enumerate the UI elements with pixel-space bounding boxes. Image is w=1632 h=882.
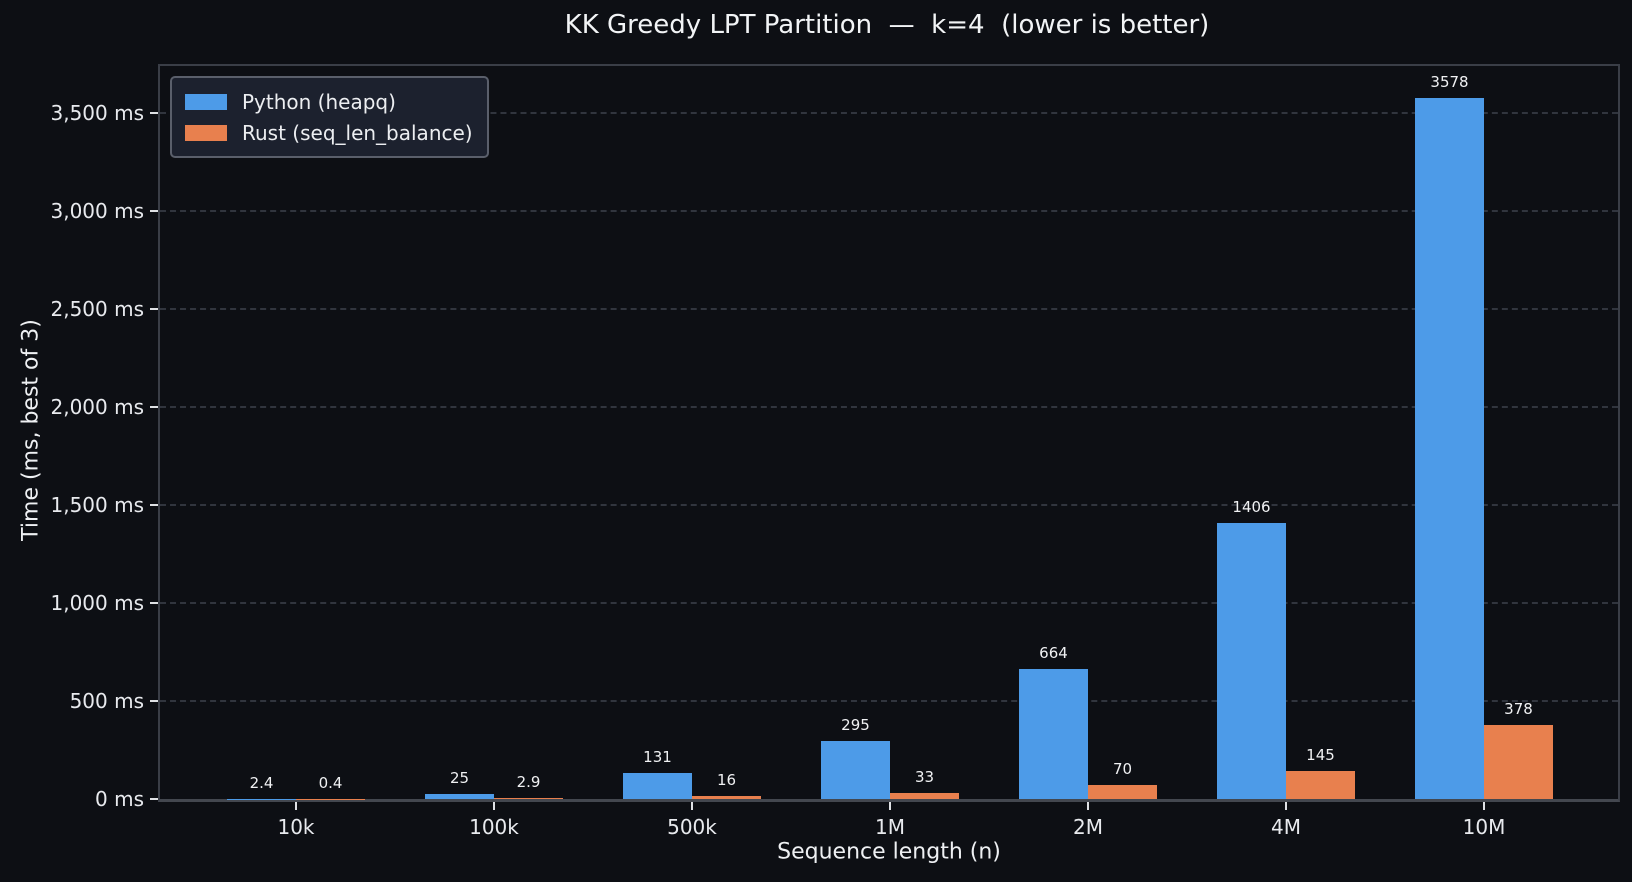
x-tick-mark-1M: [889, 802, 891, 810]
value-label-python-500k: 131: [643, 748, 672, 767]
y-tick-mark: [150, 700, 158, 702]
bar-python-100k: [425, 794, 494, 799]
gridline: [160, 700, 1618, 702]
x-tick-label-10k: 10k: [277, 815, 315, 839]
y-tick-mark: [150, 798, 158, 800]
x-tick-mark-10k: [295, 802, 297, 810]
legend-row-python: Python (heapq): [185, 86, 473, 117]
y-tick-mark: [150, 504, 158, 507]
bar-rust-2M: [1088, 785, 1157, 799]
x-tick-label-500k: 500k: [667, 815, 717, 839]
x-tick-label-2M: 2M: [1073, 815, 1103, 839]
x-tick-mark-100k: [493, 802, 495, 810]
gridline: [160, 406, 1618, 409]
x-tick-label-4M: 4M: [1271, 815, 1301, 839]
y-tick-label: 2,500 ms: [50, 297, 144, 322]
y-tick-label: 3,500 ms: [50, 101, 144, 126]
bar-rust-500k: [692, 795, 761, 799]
value-label-rust-2M: 70: [1112, 760, 1133, 779]
y-tick-label: 500 ms: [69, 689, 144, 713]
y-tick-mark: [150, 308, 158, 311]
legend-label-python: Python (heapq): [242, 89, 396, 114]
x-tick-mark-500k: [691, 802, 693, 810]
value-label-python-1M: 295: [841, 716, 870, 735]
gridline: [160, 602, 1618, 604]
bar-rust-1M: [890, 792, 959, 799]
legend-label-rust: Rust (seq_len_balance): [242, 120, 473, 145]
value-label-rust-10M: 378: [1504, 699, 1533, 718]
bar-python-10M: [1415, 97, 1484, 799]
gridline: [160, 112, 1618, 115]
bar-python-4M: [1217, 523, 1286, 799]
gridline: [160, 504, 1618, 507]
value-label-rust-4M: 145: [1306, 745, 1335, 764]
y-tick-mark: [150, 210, 158, 213]
gridline: [160, 308, 1618, 311]
y-tick-label: 2,000 ms: [50, 395, 144, 420]
legend-swatch-rust: [185, 124, 227, 141]
value-label-python-100k: 25: [449, 769, 470, 788]
y-axis-title: Time (ms, best of 3): [18, 319, 44, 541]
bar-python-500k: [623, 773, 692, 799]
legend-row-rust: Rust (seq_len_balance): [185, 117, 473, 148]
chart-title: KK Greedy LPT Partition — k=4 (lower is …: [564, 10, 1210, 40]
y-tick-mark: [150, 602, 158, 604]
x-tick-label-10M: 10M: [1462, 815, 1506, 839]
x-tick-mark-10M: [1483, 802, 1485, 810]
x-tick-label-100k: 100k: [469, 815, 519, 839]
value-label-python-10k: 2.4: [249, 773, 274, 792]
x-tick-label-1M: 1M: [875, 815, 905, 839]
gridline: [160, 210, 1618, 213]
value-label-python-2M: 664: [1039, 643, 1068, 662]
value-label-rust-500k: 16: [716, 770, 737, 789]
x-tick-mark-4M: [1285, 802, 1287, 810]
y-tick-mark: [150, 112, 158, 115]
bar-python-2M: [1019, 668, 1088, 799]
y-tick-label: 1,000 ms: [50, 591, 144, 615]
legend-swatch-python: [185, 93, 227, 110]
bar-rust-4M: [1286, 770, 1355, 799]
bar-rust-100k: [494, 798, 563, 799]
bar-python-1M: [821, 741, 890, 799]
x-tick-mark-2M: [1087, 802, 1089, 810]
y-tick-label: 0 ms: [95, 787, 144, 811]
legend: Python (heapq) Rust (seq_len_balance): [170, 76, 489, 158]
plot-area: 0 ms 500 ms 1,000 ms 1,500 ms 2,000 ms 2,500 …: [50, 64, 1620, 839]
y-tick-mark: [150, 406, 158, 409]
x-axis-title: Sequence length (n): [777, 839, 1001, 865]
value-label-rust-1M: 33: [914, 767, 935, 786]
value-label-rust-10k: 0.4: [318, 773, 343, 792]
value-label-python-4M: 1406: [1232, 498, 1271, 517]
value-label-python-10M: 3578: [1430, 72, 1469, 91]
y-tick-label: 1,500 ms: [50, 493, 144, 518]
y-tick-label: 3,000 ms: [50, 199, 144, 224]
bar-rust-10M: [1484, 724, 1553, 799]
value-label-rust-100k: 2.9: [516, 773, 541, 792]
